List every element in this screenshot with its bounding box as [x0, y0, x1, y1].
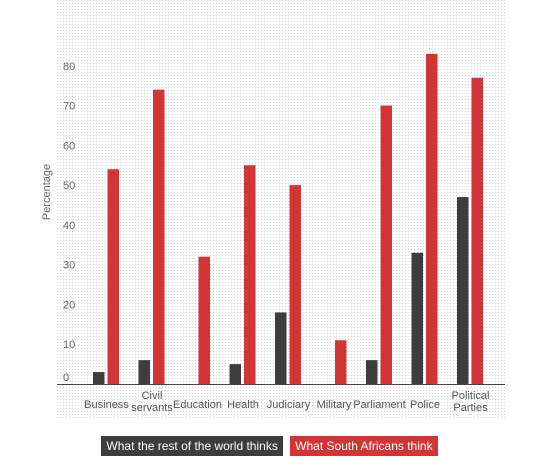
y-tick-label: 70	[63, 101, 75, 113]
bar-rest-of-world	[275, 312, 287, 384]
y-tick-label: 0	[63, 372, 69, 384]
y-tick-label: 80	[63, 61, 75, 73]
legend-item-south-africans: What South Africans think	[290, 436, 438, 456]
bar-south-africans	[335, 340, 347, 384]
x-tick-label: Political Parties	[452, 390, 490, 414]
bar-rest-of-world	[411, 252, 423, 384]
x-tick-label: Health	[227, 399, 259, 411]
x-tick-label: Parliament	[353, 399, 406, 411]
bar-south-africans	[426, 53, 438, 384]
x-tick-label: Education	[173, 399, 222, 411]
bars	[93, 53, 483, 385]
bar-rest-of-world	[138, 360, 150, 384]
x-tick-label: Business	[84, 399, 129, 411]
bar-south-africans	[107, 169, 119, 384]
bar-south-africans	[244, 165, 256, 384]
y-axis-label: Percentage	[41, 164, 53, 220]
legend: What the rest of the world thinks What S…	[0, 436, 539, 456]
x-tick-label: Police	[410, 399, 440, 411]
y-tick-label: 30	[63, 260, 75, 272]
bar-south-africans	[380, 105, 392, 385]
y-tick-label: 10	[63, 339, 75, 351]
bar-south-africans	[471, 77, 483, 384]
bar-rest-of-world	[93, 372, 105, 384]
bar-rest-of-world	[366, 360, 378, 384]
x-tick-label: Military	[317, 399, 352, 411]
y-tick-label: 20	[63, 299, 75, 311]
legend-item-rest-of-world: What the rest of the world thinks	[101, 436, 283, 456]
x-tick-label: Civil servants	[131, 390, 173, 414]
bar-south-africans	[289, 185, 301, 384]
y-tick-label: 50	[63, 180, 75, 192]
y-tick-label: 40	[63, 220, 75, 232]
bar-south-africans	[198, 256, 210, 384]
bar-rest-of-world	[229, 364, 241, 384]
bar-rest-of-world	[457, 197, 469, 384]
bar-south-africans	[153, 89, 165, 385]
y-tick-label: 60	[63, 140, 75, 152]
x-tick-label: Judiciary	[267, 399, 311, 411]
y-axis-ticks: 0 10 20 30 40 50 60 70 80	[63, 61, 75, 384]
